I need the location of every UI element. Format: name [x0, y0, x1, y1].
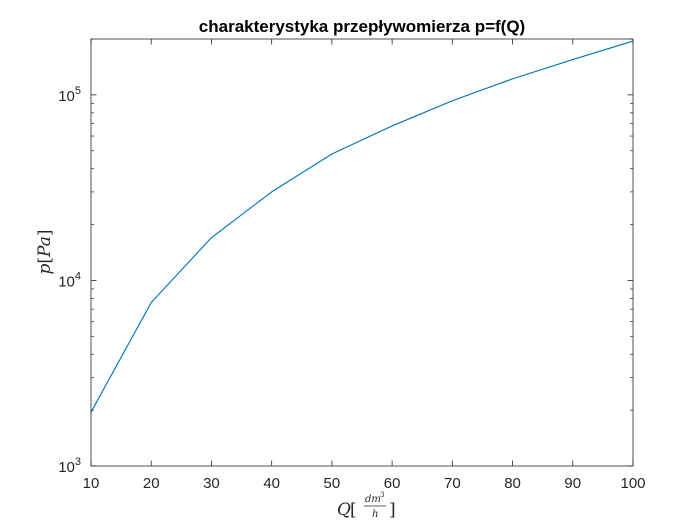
x-axis-label-denominator: h — [372, 509, 378, 520]
y-tick-label: 104 — [58, 270, 81, 290]
y-axis-label-unit: Pa — [35, 236, 55, 258]
series-line-0 — [90, 40, 634, 413]
x-axis-label: Q [ dm 3 h ] — [337, 491, 396, 520]
x-tick-label: 40 — [263, 475, 280, 492]
y-axis-label-open: [ — [35, 257, 55, 264]
y-axis-label-close: ] — [35, 230, 55, 237]
x-tick-labels: 10 20 30 40 50 60 70 80 90 100 — [83, 475, 646, 492]
svg-text:p[Pa]: p[Pa] — [35, 230, 55, 275]
x-tick-label: 10 — [83, 475, 100, 492]
x-axis-label-open: [ — [350, 500, 357, 520]
plot-frame — [90, 38, 634, 467]
y-tick-label: 103 — [58, 456, 81, 476]
chart-title: charakterystyka przepływomierza p=f(Q) — [199, 17, 525, 36]
x-axis-label-numerator: dm — [365, 494, 381, 505]
tick-marks — [90, 38, 634, 467]
x-axis-label-var: Q — [337, 500, 351, 520]
plot-area — [91, 39, 633, 466]
series-lines — [90, 40, 634, 413]
y-axis-label: p[Pa] — [35, 230, 55, 275]
x-axis-label-close: ] — [389, 500, 396, 520]
x-tick-label: 30 — [203, 475, 220, 492]
x-tick-label: 60 — [384, 475, 401, 492]
y-axis-label-var: p — [35, 263, 55, 274]
x-tick-label: 20 — [143, 475, 160, 492]
x-tick-label: 90 — [564, 475, 581, 492]
x-tick-label: 80 — [504, 475, 521, 492]
y-tick-label: 105 — [58, 85, 81, 105]
x-axis-label-superscript: 3 — [380, 491, 384, 499]
x-tick-label: 70 — [444, 475, 461, 492]
y-tick-labels: 103 104 105 — [58, 85, 81, 476]
x-tick-label: 50 — [324, 475, 341, 492]
x-tick-label: 100 — [620, 475, 645, 492]
